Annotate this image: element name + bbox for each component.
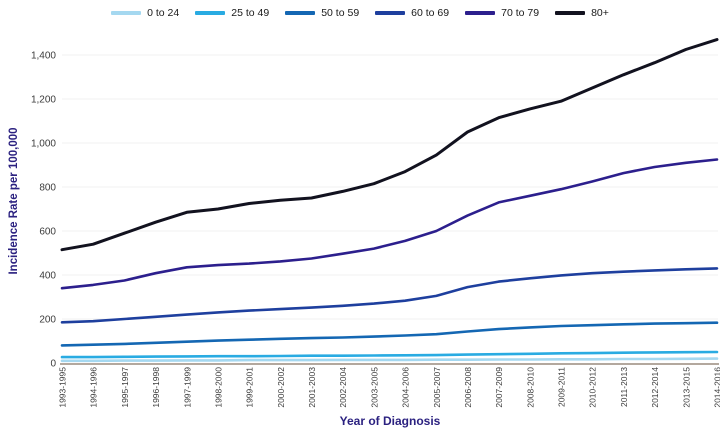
series-line-0-to-24 bbox=[60, 357, 719, 363]
series-line-50-to-59 bbox=[60, 321, 719, 347]
legend-item-80+: 80+ bbox=[555, 7, 609, 19]
x-tick-label: 2012-2014 bbox=[650, 367, 660, 408]
x-tick-label: 2009-2011 bbox=[557, 367, 567, 407]
legend: 0 to 24 25 to 49 50 to 59 60 to 69 70 to 79 8… bbox=[0, 7, 720, 19]
x-tick-label: 1993-1995 bbox=[58, 367, 68, 408]
legend-swatch bbox=[111, 11, 142, 15]
legend-item-25-to-49: 25 to 49 bbox=[195, 7, 269, 19]
y-tick-label: 200 bbox=[39, 315, 56, 326]
x-tick-label: 1996-1998 bbox=[151, 367, 161, 408]
x-tick-label: 1999-2001 bbox=[245, 367, 255, 408]
x-tick-label: 1997-1999 bbox=[182, 367, 192, 408]
legend-swatch bbox=[285, 11, 316, 15]
legend-item-50-to-59: 50 to 59 bbox=[285, 7, 359, 19]
x-tick-label: 2000-2002 bbox=[276, 367, 286, 408]
legend-item-70-to-79: 70 to 79 bbox=[465, 7, 539, 19]
series-line-25-to-49 bbox=[60, 350, 719, 359]
legend-label: 25 to 49 bbox=[231, 7, 270, 19]
x-tick-label: 2004-2006 bbox=[401, 367, 411, 408]
y-tick-label: 0 bbox=[50, 359, 56, 370]
x-tick-label: 2014-2016 bbox=[713, 367, 720, 408]
legend-swatch bbox=[465, 11, 496, 15]
x-tick-label: 2013-2015 bbox=[681, 367, 691, 408]
x-axis-title: Year of Diagnosis bbox=[339, 414, 441, 428]
y-tick-label: 1,400 bbox=[31, 51, 56, 62]
series-line-80+ bbox=[60, 38, 719, 252]
y-tick-label: 600 bbox=[39, 227, 56, 238]
x-tick-label: 2001-2003 bbox=[307, 367, 317, 408]
legend-label: 80+ bbox=[591, 7, 609, 19]
legend-label: 70 to 79 bbox=[501, 7, 540, 19]
x-tick-label: 2008-2010 bbox=[525, 367, 535, 408]
y-tick-label: 1,000 bbox=[31, 139, 56, 150]
y-tick-label: 400 bbox=[39, 271, 56, 282]
y-tick-label: 800 bbox=[39, 183, 56, 194]
series-line-70-to-79 bbox=[60, 158, 719, 290]
x-tick-label: 2005-2007 bbox=[432, 367, 442, 408]
legend-swatch bbox=[555, 11, 586, 15]
legend-label: 60 to 69 bbox=[411, 7, 450, 19]
legend-item-0-to-24: 0 to 24 bbox=[111, 7, 179, 19]
x-tick-label: 1994-1996 bbox=[89, 367, 99, 408]
y-axis-title: Incidence Rate per 100,000 bbox=[8, 127, 20, 275]
legend-swatch bbox=[195, 11, 226, 15]
x-tick-label: 2010-2012 bbox=[588, 367, 598, 408]
x-tick-label: 1998-2000 bbox=[213, 367, 223, 408]
y-tick-label: 1,200 bbox=[31, 95, 56, 106]
legend-item-60-to-69: 60 to 69 bbox=[375, 7, 449, 19]
x-tick-label: 2011-2013 bbox=[619, 367, 629, 407]
legend-swatch bbox=[375, 11, 406, 15]
x-tick-label: 1995-1997 bbox=[120, 367, 130, 408]
x-tick-label: 2003-2005 bbox=[369, 367, 379, 408]
x-tick-label: 2002-2004 bbox=[338, 367, 348, 408]
x-tick-label: 2006-2008 bbox=[463, 367, 473, 408]
x-tick-label: 2007-2009 bbox=[494, 367, 504, 408]
series-line-60-to-69 bbox=[60, 267, 719, 324]
legend-label: 50 to 59 bbox=[321, 7, 360, 19]
legend-label: 0 to 24 bbox=[147, 7, 180, 19]
